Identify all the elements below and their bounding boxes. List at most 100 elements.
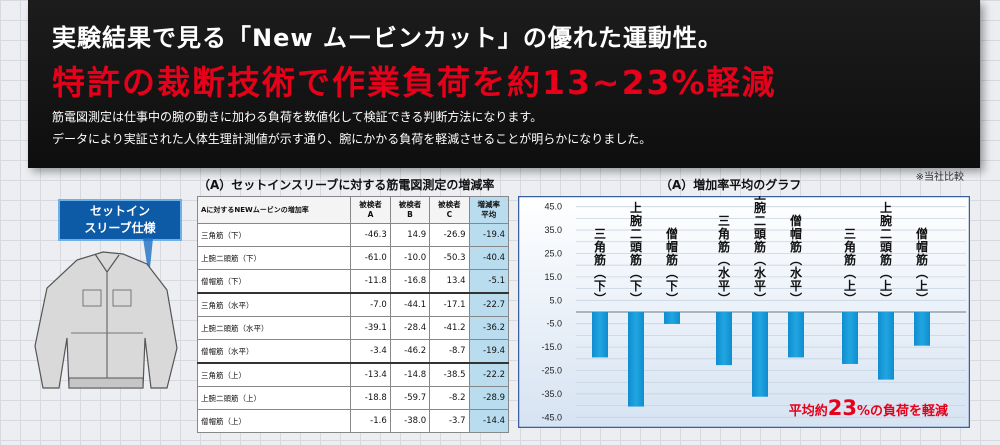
reduction-annotation: 平均約23%の負荷を軽減 [789, 396, 948, 420]
y-tick-label: 5.0 [549, 295, 562, 305]
chart-container: 45.0 35.0 25.0 15.0 5.0 -5.0 -15.0 -25.0 -35.0 -4… [517, 187, 971, 429]
bar [878, 312, 894, 380]
sub-headline: 特許の裁断技術で作業負荷を約13~23%軽減 [52, 63, 777, 102]
muscle-label: 上腕二頭筋（水平） [196, 316, 352, 340]
jacket-illustration [34, 238, 178, 389]
category-label: 三角筋︵上︶ [843, 227, 857, 306]
value-cell: -11.8 [350, 269, 391, 294]
table-header-cell: 被検者 B [389, 196, 431, 224]
value-cell: -7.0 [350, 292, 391, 317]
average-cell: -22.7 [468, 292, 510, 317]
table-row: 三角筋（上） -13.4 -14.8 -38.5 -22.2 [196, 362, 510, 387]
value-cell: -10.0 [389, 246, 431, 270]
product-tag: セットイン スリーブ仕様 [58, 199, 182, 241]
table-header-cell: 増減率 平均 [468, 196, 510, 224]
value-cell: -38.0 [389, 409, 431, 433]
muscle-label: 三角筋（水平） [196, 292, 352, 317]
y-tick-label: 15.0 [544, 272, 562, 282]
table-row: 僧帽筋（下） -11.8 -16.8 13.4 -5.1 [196, 269, 510, 294]
muscle-label: 上腕二頭筋（下） [196, 246, 352, 270]
header-banner: 実験結果で見る「New ムービンカット」の優れた運動性。 特許の裁断技術で作業負… [28, 0, 980, 168]
annotation-number: 23 [828, 396, 857, 420]
category-label: 僧帽筋︵水平︶ [789, 213, 803, 306]
value-cell: -18.8 [350, 386, 391, 410]
category-label: 僧帽筋︵上︶ [915, 226, 929, 306]
muscle-label: 三角筋（上） [196, 362, 352, 387]
y-tick-label: -15.0 [541, 342, 562, 352]
table-row: 上腕二頭筋（上） -18.8 -59.7 -8.2 -28.9 [196, 386, 510, 410]
y-tick-label: -5.0 [546, 319, 562, 329]
table-header-cell: Aに対するNEWムービンの増加率 [196, 196, 352, 224]
muscle-label: 三角筋（下） [196, 223, 352, 247]
table-title: （A）セットインスリーブに対する筋電図測定の増減率 [198, 178, 495, 192]
comparison-note: ※当社比較 [915, 172, 964, 183]
average-cell: -22.2 [468, 362, 510, 387]
value-cell: 13.4 [429, 269, 470, 294]
product-tag-line-1: セットイン [89, 204, 150, 218]
category-label: 上腕二頭筋︵水平︶ [753, 196, 767, 306]
category-label: 上腕二頭筋︵下︶ [629, 200, 643, 306]
y-tick-label: 25.0 [544, 248, 562, 258]
headline: 実験結果で見る「New ムービンカット」の優れた運動性。 [52, 24, 723, 52]
table-row: 三角筋（水平） -7.0 -44.1 -17.1 -22.7 [196, 292, 510, 317]
average-cell: -40.4 [468, 246, 510, 270]
value-cell: -46.3 [350, 223, 391, 247]
muscle-label: 僧帽筋（下） [196, 269, 352, 294]
y-tick-label: -35.0 [541, 389, 562, 399]
value-cell: -28.4 [389, 316, 431, 340]
table-row: 上腕二頭筋（下） -61.0 -10.0 -50.3 -40.4 [196, 246, 510, 270]
category-label: 三角筋︵下︶ [593, 227, 607, 306]
category-label: 僧帽筋︵下︶ [665, 226, 679, 306]
average-cell: -19.4 [468, 339, 510, 364]
bar [716, 312, 732, 366]
muscle-label: 僧帽筋（水平） [196, 339, 352, 364]
value-cell: -17.1 [429, 292, 470, 317]
value-cell: -14.8 [389, 362, 431, 387]
description-line-2: データにより実証された人体生理計測値が示す通り、腕にかかる負荷を軽減させることが… [52, 132, 652, 146]
bar-chart: 45.0 35.0 25.0 15.0 5.0 -5.0 -15.0 -25.0 -35.0 -4… [517, 187, 971, 429]
average-cell: -36.2 [468, 316, 510, 340]
y-tick-label: 45.0 [544, 202, 562, 212]
value-cell: -39.1 [350, 316, 391, 340]
value-cell: 14.9 [389, 223, 431, 247]
average-cell: -19.4 [468, 223, 510, 247]
value-cell: -50.3 [429, 246, 470, 270]
bar [592, 312, 608, 358]
average-cell: -14.4 [468, 409, 510, 433]
value-cell: -1.6 [350, 409, 391, 433]
value-cell: -59.7 [389, 386, 431, 410]
average-cell: -5.1 [468, 269, 510, 294]
value-cell: -46.2 [389, 339, 431, 364]
value-cell: -13.4 [350, 362, 391, 387]
bar [842, 312, 858, 364]
table-row: 上腕二頭筋（水平） -39.1 -28.4 -41.2 -36.2 [196, 316, 510, 340]
value-cell: -38.5 [429, 362, 470, 387]
y-tick-label: -25.0 [541, 366, 562, 376]
muscle-label: 上腕二頭筋（上） [196, 386, 352, 410]
value-cell: -8.2 [429, 386, 470, 410]
description-line-1: 筋電図測定は仕事中の腕の動きに加わる負荷を数値化して検証できる判断方法になります… [52, 110, 543, 124]
y-tick-label: 35.0 [544, 225, 562, 235]
emg-data-table: Aに対するNEWムービンの増加率 被検者 A 被検者 B 被検者 C 増減率 平均 三角筋（下）… [196, 196, 510, 433]
muscle-label: 僧帽筋（上） [196, 409, 352, 433]
category-label: 三角筋︵水平︶ [717, 214, 731, 306]
value-cell: -16.8 [389, 269, 431, 294]
value-cell: -41.2 [429, 316, 470, 340]
value-cell: -26.9 [429, 223, 470, 247]
value-cell: -61.0 [350, 246, 391, 270]
table-header-cell: 被検者 C [429, 196, 470, 224]
value-cell: -8.7 [429, 339, 470, 364]
table-header-cell: 被検者 A [350, 196, 391, 224]
value-cell: -44.1 [389, 292, 431, 317]
value-cell: -3.4 [350, 339, 391, 364]
table-row: 三角筋（下） -46.3 14.9 -26.9 -19.4 [196, 223, 510, 247]
category-label: 上腕二頭筋︵上︶ [879, 200, 893, 306]
bar [788, 312, 804, 358]
bar [752, 312, 768, 397]
y-tick-label: -45.0 [541, 412, 562, 422]
annotation-prefix: 平均約 [789, 403, 828, 419]
annotation-suffix: %の負荷を軽減 [857, 403, 948, 419]
bar [914, 312, 930, 346]
table-row: 僧帽筋（上） -1.6 -38.0 -3.7 -14.4 [196, 409, 510, 433]
table-row: 僧帽筋（水平） -3.4 -46.2 -8.7 -19.4 [196, 339, 510, 364]
